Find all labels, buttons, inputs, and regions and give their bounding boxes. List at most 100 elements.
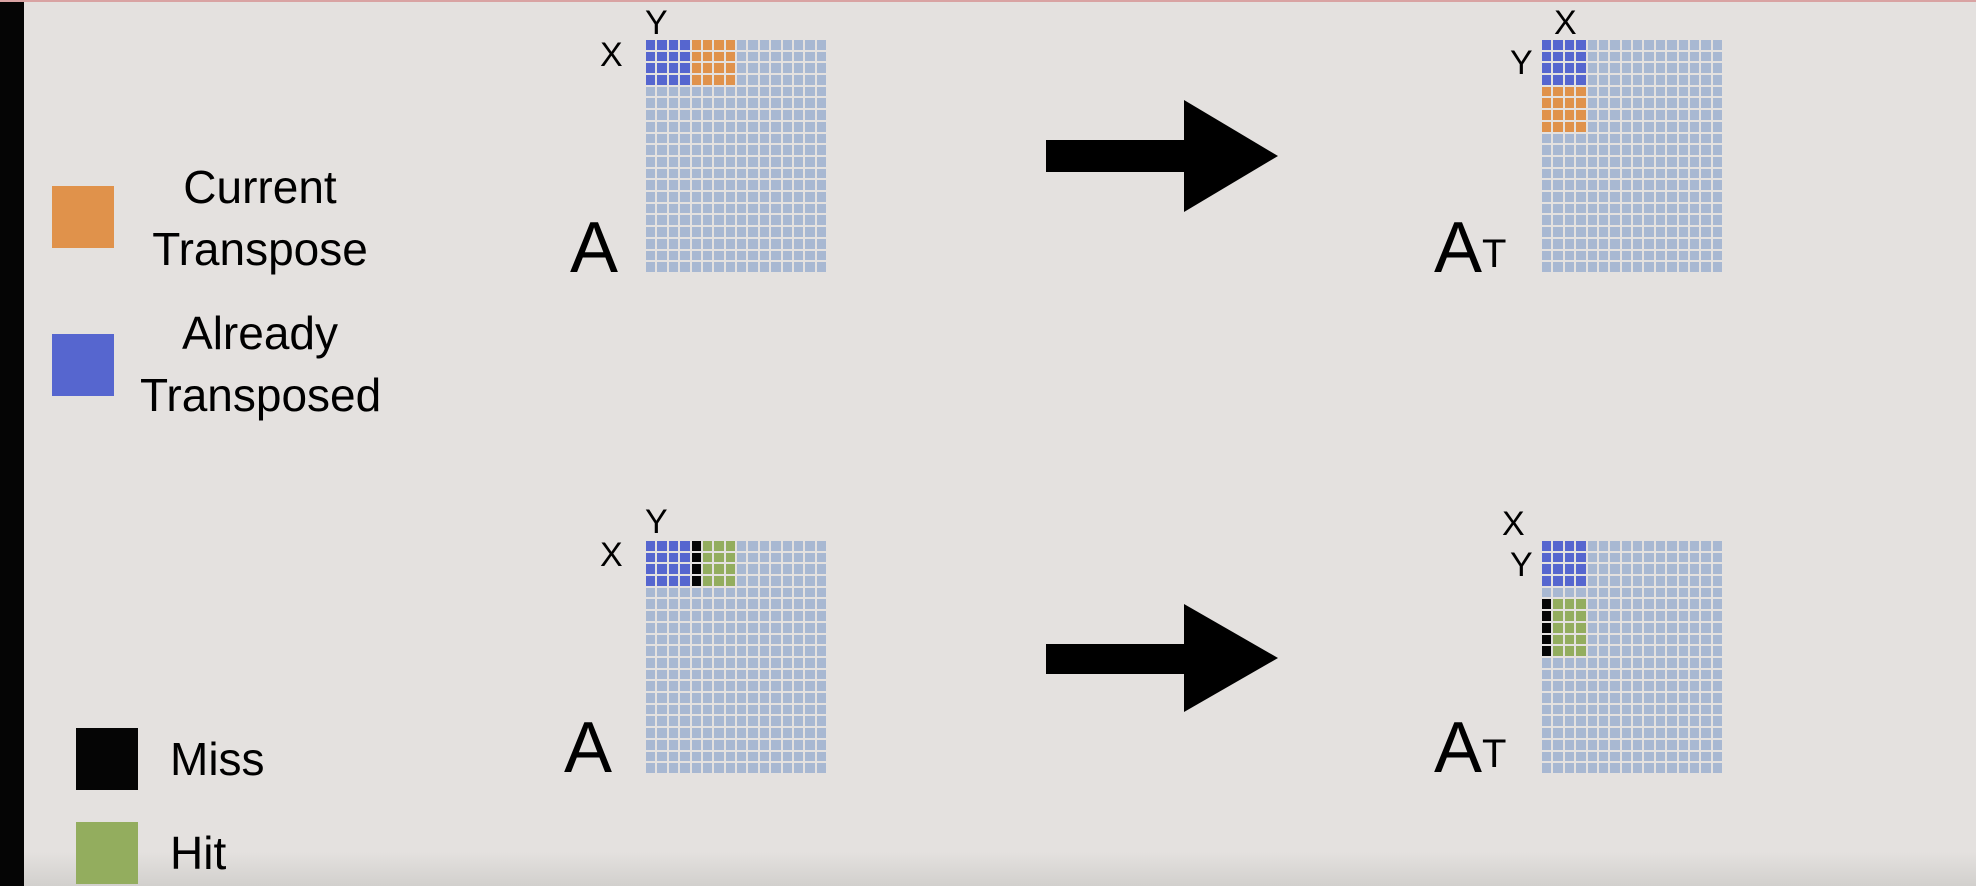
matrix-cell: [1587, 133, 1597, 144]
matrix-cell: [759, 121, 770, 132]
matrix-cell: [1655, 215, 1666, 226]
matrix-cell: [737, 728, 747, 738]
matrix-cell: [1633, 86, 1643, 97]
matrix-cell: [646, 133, 656, 144]
matrix-cell: [1689, 180, 1700, 191]
matrix-cell: [816, 576, 826, 586]
matrix-cell: [1667, 716, 1677, 727]
matrix-cell: [1712, 576, 1722, 586]
matrix-cell: [793, 86, 804, 97]
matrix-cell: [805, 145, 815, 155]
matrix-cell: [771, 168, 781, 179]
matrix-cell: [1633, 599, 1643, 610]
matrix-cell: [816, 739, 826, 750]
matrix-cell: [805, 763, 815, 773]
matrix-cell: [1655, 716, 1666, 727]
matrix-cell: [759, 622, 770, 633]
matrix-cell: [782, 657, 792, 668]
matrix-cell: [1667, 646, 1677, 656]
matrix-cell: [657, 86, 667, 97]
matrix-cell: [1667, 133, 1677, 144]
matrix-cell: [793, 599, 804, 610]
matrix-cell: [771, 739, 781, 750]
matrix-cell: [1644, 98, 1654, 109]
matrix-cell: [1598, 669, 1609, 680]
matrix-cell: [1644, 576, 1654, 586]
matrix-cell: [680, 133, 690, 144]
matrix-cell: [805, 238, 815, 249]
matrix-cell: [668, 541, 679, 551]
matrix-cell: [1621, 739, 1631, 750]
matrix-cell: [1587, 576, 1597, 586]
matrix-cell: [1678, 250, 1688, 261]
matrix-cell: [805, 121, 815, 132]
matrix-cell: [748, 646, 758, 656]
matrix-cell: [680, 51, 690, 62]
matrix-cell: [1621, 250, 1631, 261]
matrix-cell: [805, 227, 815, 237]
matrix-cell: [793, 704, 804, 715]
matrix-cell: [1610, 693, 1620, 703]
matrix-cell: [748, 156, 758, 167]
matrix-cell: [816, 728, 826, 738]
matrix-cell: [1621, 121, 1631, 132]
matrix-cell: [805, 681, 815, 692]
matrix-cell: [771, 611, 781, 621]
matrix-cell: [1667, 693, 1677, 703]
matrix-cell: [1667, 168, 1677, 179]
matrix-cell: [702, 657, 713, 668]
matrix-cell: [1598, 133, 1609, 144]
matrix-cell: [1598, 63, 1609, 74]
matrix-cell: [657, 564, 667, 575]
matrix-cell: [1587, 716, 1597, 727]
matrix-cell: [1655, 203, 1666, 214]
matrix-cell: [680, 587, 690, 598]
matrix-cell: [1553, 86, 1563, 97]
matrix-cell: [702, 541, 713, 551]
matrix-cell: [646, 40, 656, 50]
matrix-cell: [1633, 156, 1643, 167]
matrix-cell: [1621, 716, 1631, 727]
matrix-cell: [1644, 541, 1654, 551]
matrix-cell: [1576, 693, 1586, 703]
matrix-cell: [680, 576, 690, 586]
matrix-cell: [1553, 203, 1563, 214]
matrix-cell: [691, 262, 701, 272]
matrix-cell: [691, 86, 701, 97]
matrix-cell: [1564, 133, 1575, 144]
matrix-cell: [646, 98, 656, 109]
matrix-cell: [657, 250, 667, 261]
matrix-cell: [1644, 145, 1654, 155]
matrix-cell: [805, 716, 815, 727]
matrix-cell: [793, 728, 804, 738]
matrix-cell: [1542, 599, 1552, 610]
matrix-cell: [657, 121, 667, 132]
matrix-cell: [1667, 262, 1677, 272]
matrix-cell: [1587, 238, 1597, 249]
matrix-cell: [702, 75, 713, 85]
matrix-cell: [1644, 622, 1654, 633]
matrix-cell: [668, 180, 679, 191]
matrix-cell: [759, 611, 770, 621]
matrix-cell: [1621, 168, 1631, 179]
matrix-cell: [680, 716, 690, 727]
matrix-cell: [1701, 564, 1711, 575]
matrix-cell: [1644, 599, 1654, 610]
matrix-cell: [1553, 739, 1563, 750]
matrix-cell: [725, 657, 735, 668]
matrix-cell: [1701, 751, 1711, 762]
matrix-cell: [714, 704, 724, 715]
matrix-cell: [1587, 215, 1597, 226]
matrix-cell: [793, 681, 804, 692]
matrix-cell: [1655, 51, 1666, 62]
matrix-cell: [1689, 669, 1700, 680]
matrix-cell: [691, 599, 701, 610]
matrix-cell: [1712, 110, 1722, 120]
matrix-cell: [1610, 728, 1620, 738]
matrix-cell: [680, 168, 690, 179]
matrix-cell: [1564, 156, 1575, 167]
matrix-cell: [1576, 751, 1586, 762]
matrix-cell: [1678, 716, 1688, 727]
matrix-cell: [816, 51, 826, 62]
matrix-cell: [1576, 763, 1586, 773]
